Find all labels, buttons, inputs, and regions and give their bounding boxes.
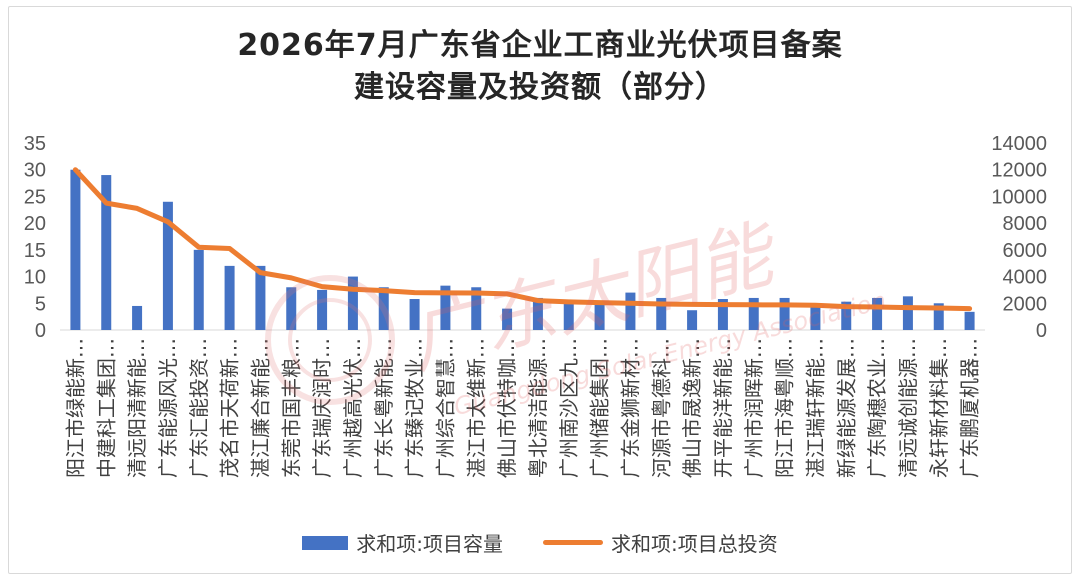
legend-swatch-bar [302, 535, 349, 550]
y-right-tick-label: 10000 [991, 186, 1047, 208]
legend-label-investment: 求和项:项目总投资 [611, 532, 778, 556]
chart-title-line2: 建设容量及投资额（部分） [354, 70, 726, 105]
x-category-label: 湛江廉合新能… [248, 338, 272, 478]
bar-capacity [902, 296, 913, 330]
y-left-tick-label: 25 [24, 186, 46, 208]
bar-capacity [872, 297, 883, 330]
x-category-label: 广东鹏厦机器… [958, 338, 982, 478]
bar-capacity [779, 297, 790, 330]
x-category-label: 广东瑞庆润时… [310, 338, 334, 478]
bar-capacity [224, 265, 235, 330]
chart-frame [8, 6, 1072, 574]
y-left-tick-label: 35 [24, 133, 46, 155]
x-category-label: 佛山市晟逸新… [680, 338, 704, 478]
x-category-label: 东莞市国丰粮… [279, 338, 303, 478]
x-category-label: 广东汇能投资… [187, 338, 211, 478]
bar-capacity [347, 276, 358, 330]
bar-capacity [502, 308, 513, 330]
y-left-tick-label: 15 [24, 240, 46, 262]
legend-label-capacity: 求和项:项目容量 [356, 532, 503, 556]
x-category-label: 清远阳清新能… [125, 338, 149, 478]
x-category-label: 广东金狮新材… [618, 338, 642, 478]
bar-capacity [378, 287, 389, 330]
x-category-label: 湛江市太维新… [464, 338, 488, 478]
x-category-label: 广州储能集团… [588, 338, 612, 478]
y-right-tick-label: 2000 [1003, 293, 1048, 315]
bar-capacity [70, 169, 81, 330]
x-category-label: 开平能洋新能… [711, 338, 735, 478]
x-category-label: 清远诚创能源… [896, 338, 920, 478]
y-left-tick-label: 0 [35, 320, 46, 342]
bar-capacity [471, 287, 482, 330]
y-left-tick-label: 30 [24, 160, 46, 182]
line-investment [72, 167, 973, 312]
bar-capacity [933, 303, 944, 330]
bar-capacity [625, 292, 636, 330]
x-category-label: 茂名市天荷新… [218, 338, 242, 478]
bar-capacity [317, 289, 328, 330]
bar-capacity [594, 302, 605, 330]
x-category-label: 粤北清洁能源… [526, 338, 550, 478]
legend-item-investment: 求和项:项目总投资 [543, 528, 778, 557]
x-category-label: 佛山市伏特咖… [495, 338, 519, 478]
bar-capacity [409, 299, 420, 330]
x-category-label: 永轩新材料集… [927, 338, 951, 478]
x-category-label: 广东陶穗农业… [865, 338, 889, 478]
bar-capacity [440, 285, 451, 330]
y-right-tick-label: 8000 [1003, 213, 1048, 235]
bar-capacity [101, 175, 112, 330]
bar-capacity [563, 303, 574, 330]
chart-title-line1: 2026年7月广东省企业工商业光伏项目备案 [237, 28, 843, 63]
y-left-tick-label: 10 [24, 267, 46, 289]
x-category-label: 河源市粤德科… [649, 338, 673, 478]
x-category-label: 阳江市绿能新… [63, 338, 87, 478]
x-category-label: 新绿能源发展… [834, 338, 858, 478]
x-category-label: 广州综合智慧… [433, 338, 457, 478]
bar-capacity [841, 301, 852, 330]
bar-capacity [255, 265, 266, 330]
bar-capacity [532, 297, 543, 330]
bar-capacity [193, 249, 204, 330]
bar-capacity [132, 305, 143, 330]
y-left-tick-label: 20 [24, 213, 46, 235]
x-category-label: 广州南沙区九… [557, 338, 581, 478]
bar-capacity [717, 299, 728, 330]
legend-item-capacity: 求和项:项目容量 [302, 528, 503, 557]
y-right-tick-label: 14000 [991, 133, 1047, 155]
x-category-label: 广州越高光伏… [341, 338, 365, 478]
x-category-label: 广东长粤新能… [372, 338, 396, 478]
y-left-tick-label: 5 [35, 293, 46, 315]
x-category-label: 广东臻记牧业… [403, 338, 427, 478]
bar-capacity [810, 305, 821, 330]
x-category-label: 中建科工集团… [94, 338, 118, 478]
y-right-tick-label: 4000 [1003, 267, 1048, 289]
legend-swatch-line [543, 540, 603, 545]
legend: 求和项:项目容量 求和项:项目总投资 [0, 528, 1080, 557]
bar-capacity [748, 297, 759, 330]
bar-capacity [286, 287, 297, 330]
x-category-label: 广州市润晖新… [742, 338, 766, 478]
y-right-tick-label: 6000 [1003, 240, 1048, 262]
y-right-tick-label: 0 [1036, 320, 1047, 342]
x-category-label: 广东能源风光… [156, 338, 180, 478]
y-right-tick-label: 12000 [991, 160, 1047, 182]
bar-capacity [162, 201, 173, 330]
x-category-label: 阳江市海粤顺… [773, 338, 797, 478]
bar-capacity [687, 310, 698, 330]
bar-capacity [656, 297, 667, 330]
x-category-label: 湛江瑞轩新能… [803, 338, 827, 478]
bar-capacity [964, 311, 975, 330]
